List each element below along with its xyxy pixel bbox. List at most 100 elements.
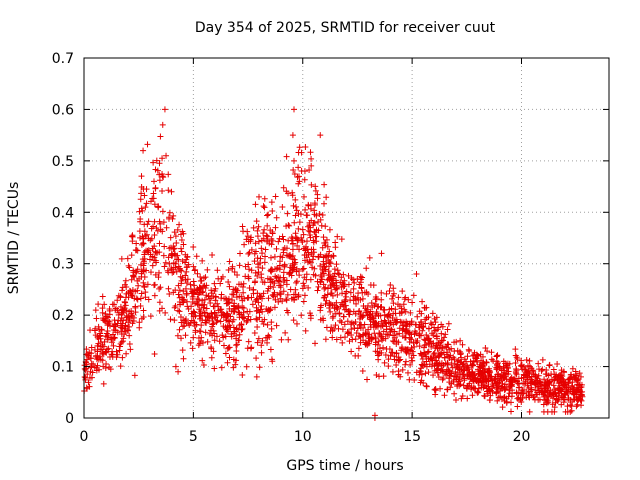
data-point — [291, 106, 297, 113]
data-point — [464, 353, 471, 360]
data-point — [153, 225, 160, 232]
data-point — [400, 301, 407, 308]
data-point — [264, 321, 271, 328]
data-point — [363, 289, 370, 296]
data-point — [269, 208, 276, 215]
data-point — [352, 352, 359, 359]
data-point — [231, 328, 238, 335]
data-point — [445, 320, 452, 327]
data-point — [490, 357, 497, 364]
data-point — [459, 341, 466, 348]
data-point — [132, 304, 139, 311]
data-point — [370, 282, 377, 289]
data-point — [133, 268, 140, 275]
data-point — [217, 318, 224, 325]
data-point — [326, 248, 333, 255]
data-point — [142, 294, 149, 301]
data-point — [336, 271, 343, 278]
data-point — [125, 319, 132, 326]
data-point — [393, 319, 400, 326]
data-point — [223, 300, 230, 307]
data-point — [275, 277, 282, 284]
data-point — [431, 367, 438, 374]
data-point — [422, 370, 429, 377]
data-point — [202, 274, 209, 281]
data-point — [151, 201, 158, 208]
data-point — [375, 312, 382, 319]
data-point — [412, 321, 419, 328]
data-point — [191, 309, 198, 316]
data-point — [258, 274, 265, 281]
data-point — [530, 368, 537, 375]
data-point — [185, 306, 192, 313]
data-point — [228, 330, 235, 337]
data-point — [526, 357, 533, 364]
data-point — [241, 241, 248, 248]
data-point — [431, 386, 438, 393]
data-point — [486, 396, 493, 403]
data-point — [102, 333, 109, 340]
data-point — [390, 300, 397, 307]
data-point — [387, 319, 394, 326]
data-point — [365, 326, 372, 333]
data-point — [389, 295, 396, 302]
data-point — [339, 290, 346, 297]
data-point — [333, 285, 340, 292]
data-point — [321, 292, 328, 299]
data-point — [87, 355, 94, 362]
data-point — [128, 233, 135, 240]
data-point — [263, 232, 270, 239]
data-point — [508, 381, 515, 388]
data-point — [418, 318, 425, 325]
data-point — [345, 330, 352, 337]
data-point — [518, 357, 525, 364]
data-point — [409, 357, 416, 364]
data-point — [396, 330, 403, 337]
y-tick-label: 0.7 — [52, 51, 74, 67]
data-point — [345, 281, 352, 288]
data-point — [451, 390, 458, 397]
data-point — [168, 266, 175, 273]
data-point — [243, 319, 250, 326]
data-point — [289, 192, 296, 199]
data-point — [132, 269, 139, 276]
data-point — [93, 315, 100, 322]
data-point — [318, 222, 325, 229]
data-point — [297, 211, 304, 218]
data-point — [178, 335, 185, 342]
data-point — [212, 285, 219, 292]
data-point — [176, 298, 183, 305]
data-point — [339, 279, 346, 286]
data-point — [234, 287, 241, 294]
data-point — [288, 237, 295, 244]
data-point — [149, 253, 156, 260]
data-point — [356, 315, 363, 322]
data-point — [236, 322, 243, 329]
data-point — [385, 356, 392, 363]
data-point — [217, 280, 224, 287]
data-point — [416, 332, 423, 339]
data-point — [86, 374, 93, 381]
data-point — [330, 273, 337, 280]
data-point — [569, 388, 576, 395]
data-point — [340, 313, 347, 320]
data-point — [111, 301, 118, 308]
data-point — [160, 174, 167, 181]
data-point — [319, 267, 326, 274]
data-point — [375, 303, 382, 310]
data-point — [327, 308, 334, 315]
data-point — [156, 171, 163, 178]
data-point — [234, 304, 241, 311]
data-point — [327, 290, 334, 297]
data-point — [92, 307, 99, 314]
data-point — [182, 251, 189, 258]
data-point — [237, 250, 244, 257]
data-point — [527, 388, 534, 395]
data-point — [336, 310, 343, 317]
data-point — [355, 308, 362, 315]
data-point — [259, 265, 266, 272]
data-point — [576, 370, 583, 377]
data-point — [427, 320, 434, 327]
data-point — [159, 208, 166, 215]
data-point — [207, 299, 214, 306]
